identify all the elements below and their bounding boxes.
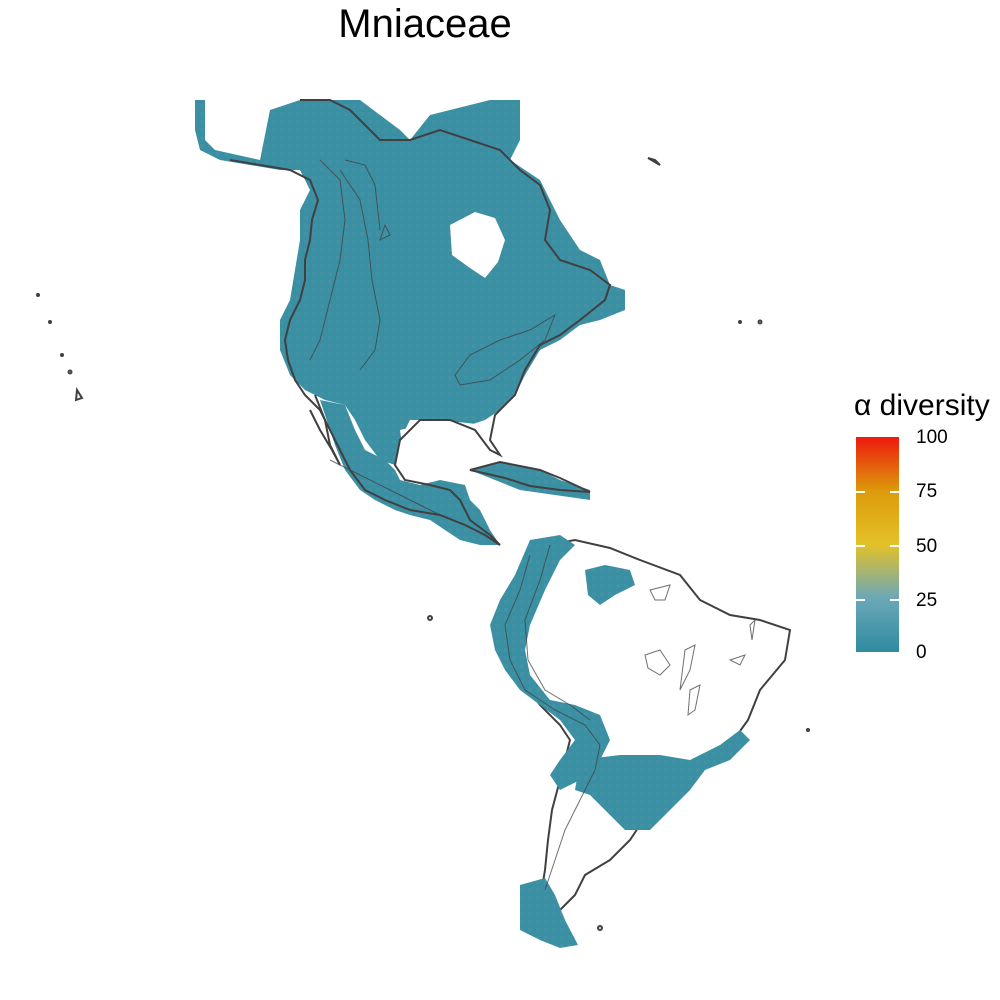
legend-tick-25: 25: [916, 590, 938, 611]
south-america-richness: [490, 535, 750, 948]
legend-tick-mark: [856, 491, 865, 493]
legend-tick-100: 100: [916, 427, 948, 448]
legend-tick-mark: [890, 491, 899, 493]
hudson-bay: [450, 212, 505, 278]
map-title: Mniaceae: [338, 2, 512, 46]
gulf-of-mexico: [400, 420, 490, 465]
islands: [36, 157, 810, 931]
legend-tick-75: 75: [916, 481, 938, 502]
legend-tick-mark: [890, 545, 899, 547]
legend-tick-mark: [856, 545, 865, 547]
color-scale-bar: [856, 437, 899, 652]
legend-tick-0: 0: [916, 642, 927, 663]
legend-tick-mark: [890, 599, 899, 601]
ecoregion-lines: [309, 159, 756, 891]
legend-title: α diversity: [854, 389, 990, 422]
legend-tick-mark: [856, 599, 865, 601]
legend-tick-50: 50: [916, 536, 938, 557]
